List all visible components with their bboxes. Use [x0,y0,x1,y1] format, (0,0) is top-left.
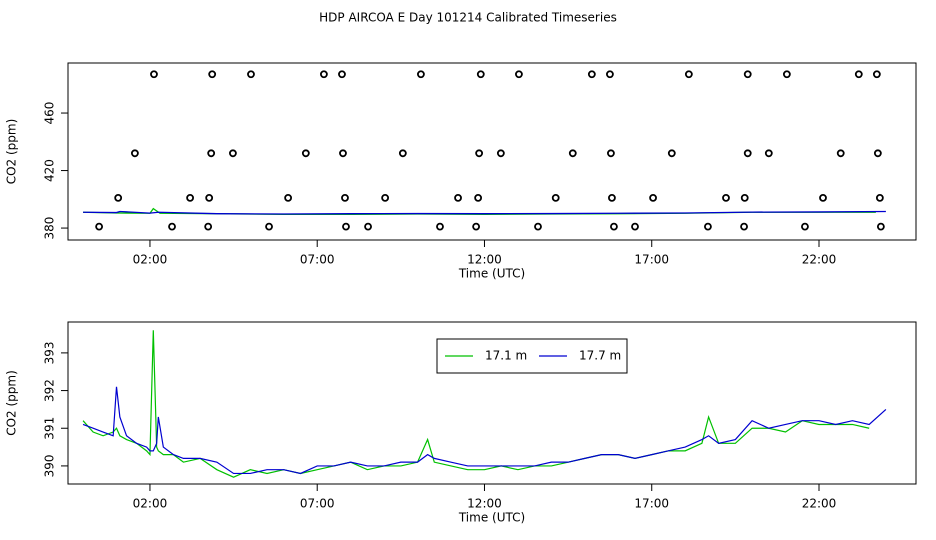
point [876,222,885,231]
point [631,222,639,231]
y-tick-label: 380 [43,217,57,240]
figure-title: HDP AIRCOA E Day 101214 Calibrated Times… [319,11,617,25]
point [873,149,882,158]
point [284,193,293,202]
panel: 02:00 07:00 12:00 17:00 22:00 390 391 392 393 Tim… [5,321,917,525]
point [854,70,863,79]
point [381,193,390,202]
y-tick-label: 391 [43,417,57,440]
point [205,193,214,202]
point [743,70,752,79]
point [475,149,484,158]
x-axis-label: Time (UTC) [458,267,525,281]
point [186,193,194,202]
point [872,70,881,79]
point [704,222,712,231]
y-axis-label: CO2 (ppm) [5,370,19,436]
point [265,222,273,231]
plot-box [67,321,917,485]
point [515,70,523,79]
point [667,149,676,158]
point [338,70,346,79]
point [168,222,176,231]
x-tick-label: 17:00 [634,253,669,267]
point [150,70,158,79]
plot-box [67,62,917,241]
x-tick-label: 07:00 [300,497,335,511]
point [801,222,809,231]
point [610,222,618,231]
line [83,210,886,215]
point [229,149,237,158]
point [496,149,505,158]
point [398,149,407,158]
point [568,149,577,158]
point [836,149,845,158]
y-tick-label: 390 [43,454,57,477]
point [608,193,616,202]
point [320,70,328,79]
x-tick-label: 02:00 [133,253,168,267]
legend-label: 17.1 m [485,349,527,363]
point [114,193,123,202]
y-axis-label: CO2 (ppm) [5,119,19,185]
x-tick-label: 02:00 [133,497,168,511]
legend: 17.1 m 17.7 m [436,338,628,374]
point [875,193,884,202]
point [534,222,542,231]
panel: 02:00 07:00 12:00 17:00 22:00 380 420 460 Time (… [5,62,917,281]
point [782,70,791,79]
point [649,193,657,202]
point [454,193,462,202]
legend-label: 17.7 m [579,349,621,363]
point [551,193,560,202]
point [339,149,347,158]
point [764,149,773,158]
point [417,70,425,79]
point [95,222,104,231]
x-tick-label: 07:00 [300,253,335,267]
y-tick-label: 460 [43,102,57,125]
point [606,70,614,79]
x-axis-label: Time (UTC) [458,511,525,525]
y-tick-label: 420 [43,159,57,182]
point [204,222,213,231]
x-tick-label: 22:00 [802,497,837,511]
point [684,70,693,79]
point [740,193,749,202]
point [743,149,752,158]
point [131,149,139,158]
point [341,193,349,202]
line [82,330,870,478]
point [474,193,483,202]
point [722,193,730,202]
point [342,222,350,231]
x-tick-label: 17:00 [634,497,669,511]
point [476,70,485,79]
point [301,149,310,158]
legend-box [436,338,628,374]
y-tick-label: 393 [43,341,57,364]
point [247,70,255,79]
point [607,149,615,158]
point [740,222,748,231]
point [207,149,216,158]
line [82,386,887,475]
point [364,222,372,231]
x-tick-label: 22:00 [802,253,837,267]
point [436,222,444,231]
point [819,193,827,202]
point [208,70,217,79]
x-tick-label: 12:00 [467,253,502,267]
point [472,222,481,231]
y-tick-label: 392 [43,379,57,402]
point [587,70,596,79]
x-tick-label: 12:00 [467,497,502,511]
